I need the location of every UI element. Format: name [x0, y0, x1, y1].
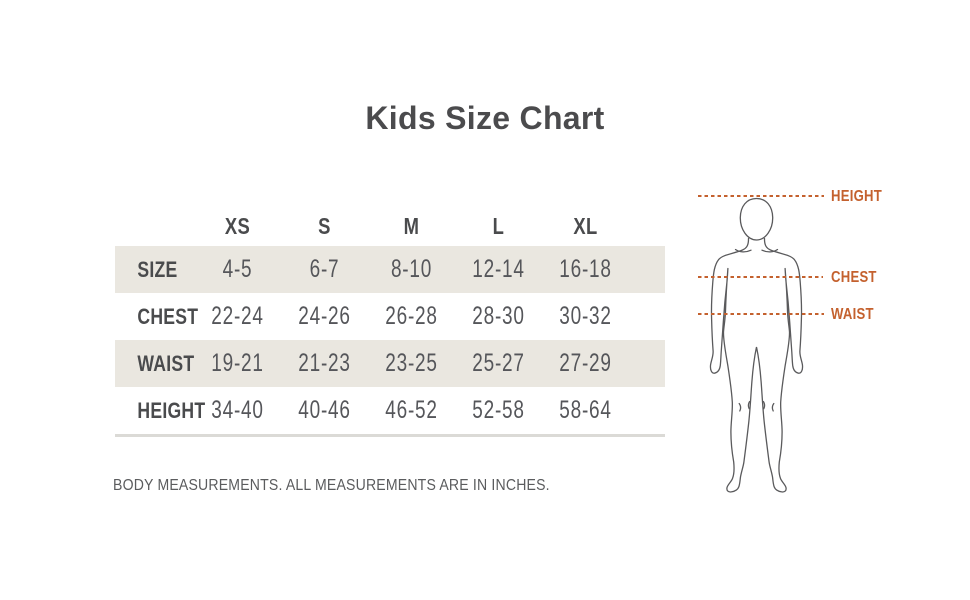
chest-m: 26-28: [385, 302, 438, 330]
figure-clavicle-mark: [734, 248, 752, 253]
chest-dashed-line: [698, 276, 823, 278]
waist-xs: 19-21: [211, 349, 264, 377]
height-xs: 34-40: [211, 396, 264, 424]
figure-knee-mark: [747, 400, 751, 410]
figure-knee-mark: [738, 402, 742, 412]
figure-body-half: [709, 237, 758, 493]
col-header-s: S: [318, 212, 331, 239]
waist-dashed-line: [698, 313, 824, 315]
height-dashed-line: [698, 195, 824, 197]
height-m: 46-52: [385, 396, 438, 424]
row-label-chest: CHEST: [137, 303, 199, 329]
size-m: 8-10: [390, 255, 433, 283]
height-s: 40-46: [298, 396, 351, 424]
size-s: 6-7: [309, 255, 340, 283]
waist-measure-label: WAIST: [831, 306, 874, 323]
table-row-height: HEIGHT 34-40 40-46 46-52 52-58 58-64: [115, 387, 665, 434]
table-row-chest: CHEST 22-24 24-26 26-28 28-30 30-32: [115, 293, 665, 340]
size-table: XS S M L XL SIZE 4-5 6-7 8-10 12-14 16-1…: [115, 206, 665, 437]
size-l: 12-14: [472, 255, 525, 283]
waist-m: 23-25: [385, 349, 438, 377]
chest-s: 24-26: [298, 302, 351, 330]
figure-head: [739, 197, 774, 241]
row-label-size: SIZE: [137, 256, 178, 282]
chest-xl: 30-32: [559, 302, 612, 330]
chest-measure-label: CHEST: [831, 269, 877, 286]
size-xs: 4-5: [222, 255, 253, 283]
waist-l: 25-27: [472, 349, 525, 377]
size-xl: 16-18: [559, 255, 612, 283]
height-l: 52-58: [472, 396, 525, 424]
footnote-text: BODY MEASUREMENTS. ALL MEASUREMENTS ARE …: [113, 477, 550, 494]
page-title: Kids Size Chart: [365, 100, 605, 136]
row-label-waist: WAIST: [137, 350, 195, 376]
chest-l: 28-30: [472, 302, 525, 330]
body-outline-figure: [709, 197, 804, 493]
height-xl: 58-64: [559, 396, 612, 424]
col-header-l: L: [492, 212, 505, 239]
col-header-xs: XS: [224, 212, 251, 239]
table-row-size: SIZE 4-5 6-7 8-10 12-14 16-18: [115, 246, 665, 293]
row-label-height: HEIGHT: [137, 397, 206, 423]
table-bottom-divider: [115, 434, 665, 437]
col-header-xl: XL: [573, 212, 598, 239]
col-header-m: M: [403, 212, 420, 239]
chest-xs: 22-24: [211, 302, 264, 330]
size-table-header-row: XS S M L XL: [115, 206, 665, 246]
height-measure-label: HEIGHT: [831, 188, 883, 205]
waist-s: 21-23: [298, 349, 351, 377]
waist-xl: 27-29: [559, 349, 612, 377]
table-row-waist: WAIST 19-21 21-23 23-25 25-27 27-29: [115, 340, 665, 387]
